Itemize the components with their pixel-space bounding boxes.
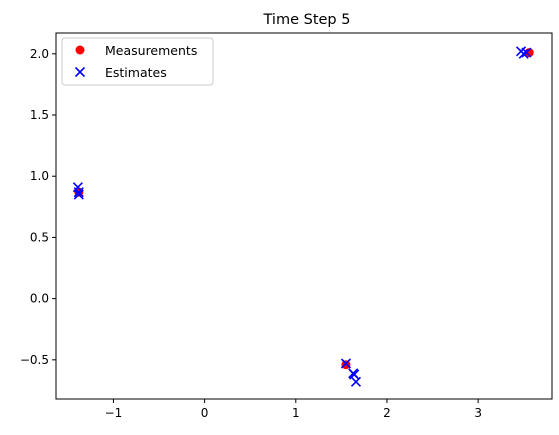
chart-title: Time Step 5 — [263, 12, 351, 28]
estimate-point — [349, 369, 360, 380]
legend-estimates-marker — [74, 66, 86, 78]
estimate-point — [350, 376, 362, 387]
estimate-point — [73, 189, 84, 200]
estimate-point — [340, 358, 352, 369]
x-tick-label: 0 — [201, 406, 209, 420]
legend-box — [61, 37, 214, 86]
legend-measurements-label: Measurements — [105, 43, 197, 58]
plot-frame — [55, 32, 553, 400]
estimate-point — [518, 48, 529, 59]
y-tick-label: −0.5 — [20, 353, 49, 367]
plot-area — [56, 33, 552, 399]
y-tick-label: 1.0 — [30, 169, 49, 183]
x-tick-label: 1 — [292, 406, 300, 420]
data-marks — [72, 46, 534, 387]
legend-estimates-label: Estimates — [105, 65, 167, 80]
y-tick-label: 2.0 — [30, 47, 49, 61]
estimate-point — [73, 187, 84, 198]
x-tick-label: 2 — [383, 406, 391, 420]
y-tick-label: 1.5 — [30, 108, 49, 122]
y-tick-label: 0.5 — [30, 230, 49, 244]
measurement-point — [341, 360, 351, 370]
estimate-point — [521, 47, 532, 58]
x-tick-label: 3 — [474, 406, 482, 420]
legend: Measurements Estimates — [61, 37, 214, 86]
axes: −1 0 1 2 3 −0.5 0.0 0.5 1.0 1.5 2.0 — [20, 47, 482, 420]
y-tick-label: 0.0 — [30, 292, 49, 306]
x-tick-label: −1 — [105, 406, 123, 420]
legend-measurements-marker — [75, 45, 85, 55]
